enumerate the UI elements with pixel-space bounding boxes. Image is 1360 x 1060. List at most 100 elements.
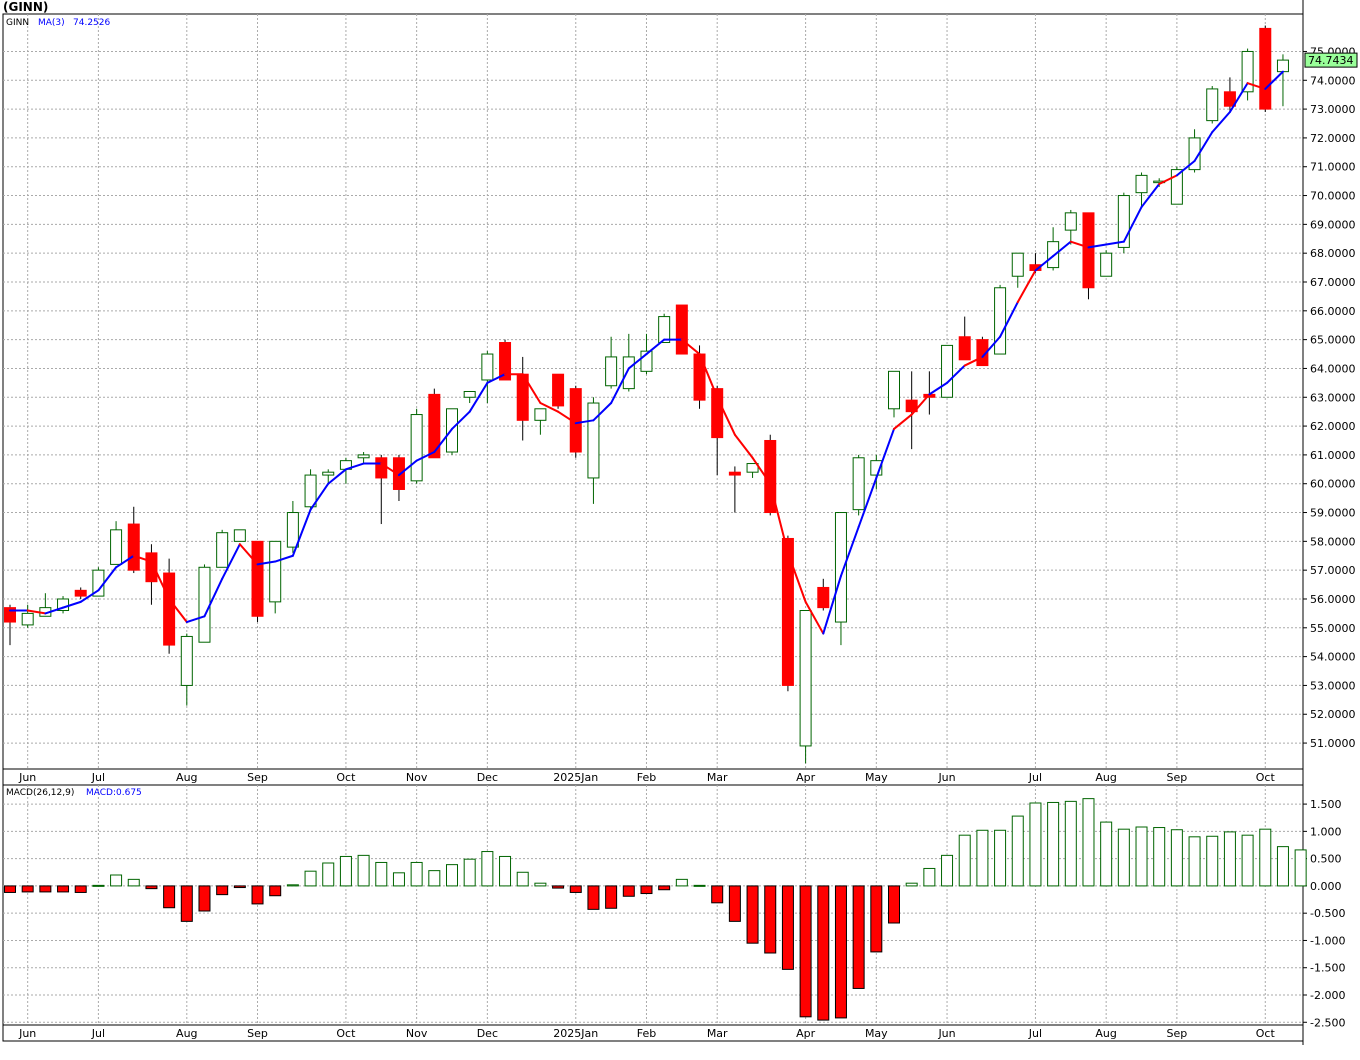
ma3-line-segment — [274, 554, 294, 563]
macd-y-tick-label: 1.000 — [1310, 825, 1342, 838]
ma3-line-segment — [433, 427, 453, 454]
macd-bar-negative — [640, 885, 653, 895]
candle-up — [1276, 59, 1289, 73]
macd-bar-negative — [888, 885, 900, 924]
macd-bar-negative — [163, 885, 176, 909]
macd-bar-negative — [39, 885, 52, 893]
macd-bar-negative — [852, 885, 865, 989]
price-x-tick-label: Jun — [937, 771, 955, 784]
ma3-line-segment — [62, 600, 82, 609]
chart-title: (GINN) — [3, 0, 48, 14]
macd-bar-positive — [463, 858, 476, 887]
ma3-line-segment — [539, 402, 560, 413]
ma3-line-segment — [451, 410, 471, 430]
ma3-line-segment — [397, 459, 418, 477]
candle-up — [304, 474, 317, 508]
macd-bar-positive — [322, 862, 335, 887]
macd-bar-positive — [1188, 836, 1201, 887]
candle-down — [711, 388, 724, 439]
macd-bar-positive — [516, 871, 529, 887]
macd-bar-negative — [21, 885, 34, 893]
macd-bar-positive — [675, 878, 688, 887]
candle-down — [428, 393, 441, 459]
macd-bar-positive — [1064, 800, 1077, 887]
candle-down — [127, 523, 140, 571]
price-y-tick-label: 66.0000 — [1310, 305, 1356, 318]
ma3-line-segment — [468, 381, 489, 413]
ma3-line-segment — [238, 543, 259, 566]
macd-x-tick-label: Feb — [637, 1027, 656, 1040]
macd-bar-positive — [994, 829, 1007, 887]
macd-y-tick-label: -0.500 — [1310, 907, 1345, 920]
macd-bar-positive — [1170, 829, 1183, 887]
price-y-tick-label: 60.0000 — [1310, 478, 1356, 491]
ma3-line-segment — [804, 600, 825, 635]
candle-down — [251, 540, 264, 617]
candle-down — [675, 304, 688, 355]
ma3-line-segment — [327, 468, 347, 485]
ma3-line-segment — [839, 525, 860, 577]
macd-bar-positive — [410, 861, 423, 887]
macd-x-tick-label: Mar — [707, 1027, 728, 1040]
macd-panel: Jun Jul Aug Sep Oct Nov Dec 2025Jan Feb Mar Apr May… — [2, 784, 1345, 1042]
macd-x-tick-label: Sep — [1167, 1027, 1188, 1040]
macd-bar-positive — [339, 855, 352, 887]
ma3-line-segment — [1264, 70, 1284, 90]
candle-up — [1206, 88, 1219, 122]
macd-bar-positive — [534, 882, 547, 887]
macd-bar-negative — [711, 885, 724, 904]
macd-bar-negative — [269, 885, 282, 897]
ma3-line-segment — [1122, 206, 1143, 243]
macd-bar-negative — [605, 885, 618, 909]
candle-up — [180, 635, 193, 686]
macd-y-tick-label: -1.500 — [1310, 962, 1345, 975]
ma3-line-segment — [893, 413, 913, 430]
ma3-line-segment — [486, 373, 507, 384]
price-x-tick-label: Jul — [1028, 771, 1042, 784]
candle-up — [605, 356, 618, 387]
ma3-line-segment — [132, 554, 153, 563]
macd-x-tick-label: Oct — [336, 1027, 356, 1040]
candle-down — [958, 336, 971, 361]
macd-bar-negative — [746, 885, 759, 944]
macd-x-tick-label: May — [865, 1027, 888, 1040]
price-y-tick-label: 51.0000 — [1310, 737, 1356, 750]
macd-bar-positive — [905, 882, 918, 887]
ma3-line-segment — [875, 427, 895, 479]
macd-x-tick-label: Nov — [406, 1027, 428, 1040]
price-y-tick-label: 64.0000 — [1310, 362, 1356, 375]
price-x-tick-label: Oct — [1256, 771, 1276, 784]
ma3-line-segment — [645, 338, 666, 356]
macd-x-tick-label: Jun — [18, 1027, 36, 1040]
macd-bar-positive — [428, 870, 441, 887]
macd-bar-positive — [1259, 828, 1272, 887]
candle-up — [269, 540, 282, 603]
macd-bar-negative — [180, 885, 193, 922]
macd-bar-positive — [1223, 831, 1236, 887]
legend-symbol: GINN — [6, 18, 29, 28]
ma3-line-segment — [574, 419, 595, 425]
price-x-tick-label: Oct — [336, 771, 356, 784]
candle-up — [322, 471, 335, 476]
ma3-line-segment — [610, 367, 630, 405]
price-x-tick-label: Sep — [247, 771, 268, 784]
candle-up — [587, 402, 600, 479]
ma3-line-segment — [1211, 110, 1231, 134]
ma3-line-segment — [1087, 243, 1108, 249]
macd-x-tick-label: Apr — [796, 1027, 816, 1040]
candle-down — [74, 589, 87, 597]
macd-x-tick-label: 2025Jan — [553, 1027, 598, 1040]
ma3-line-segment — [26, 609, 47, 615]
macd-bar-positive — [1241, 834, 1254, 887]
macd-y-tick-label: -2.500 — [1310, 1016, 1345, 1029]
ma3-line-segment — [115, 554, 135, 569]
ma3-line-segment — [1069, 240, 1090, 249]
macd-bar-negative — [552, 885, 565, 889]
macd-bar-negative — [817, 885, 830, 1021]
candle-down — [1223, 91, 1236, 107]
macd-bar-negative — [799, 885, 812, 1018]
price-x-tick-label: Aug — [1095, 771, 1116, 784]
ma3-line-segment — [981, 335, 1002, 358]
